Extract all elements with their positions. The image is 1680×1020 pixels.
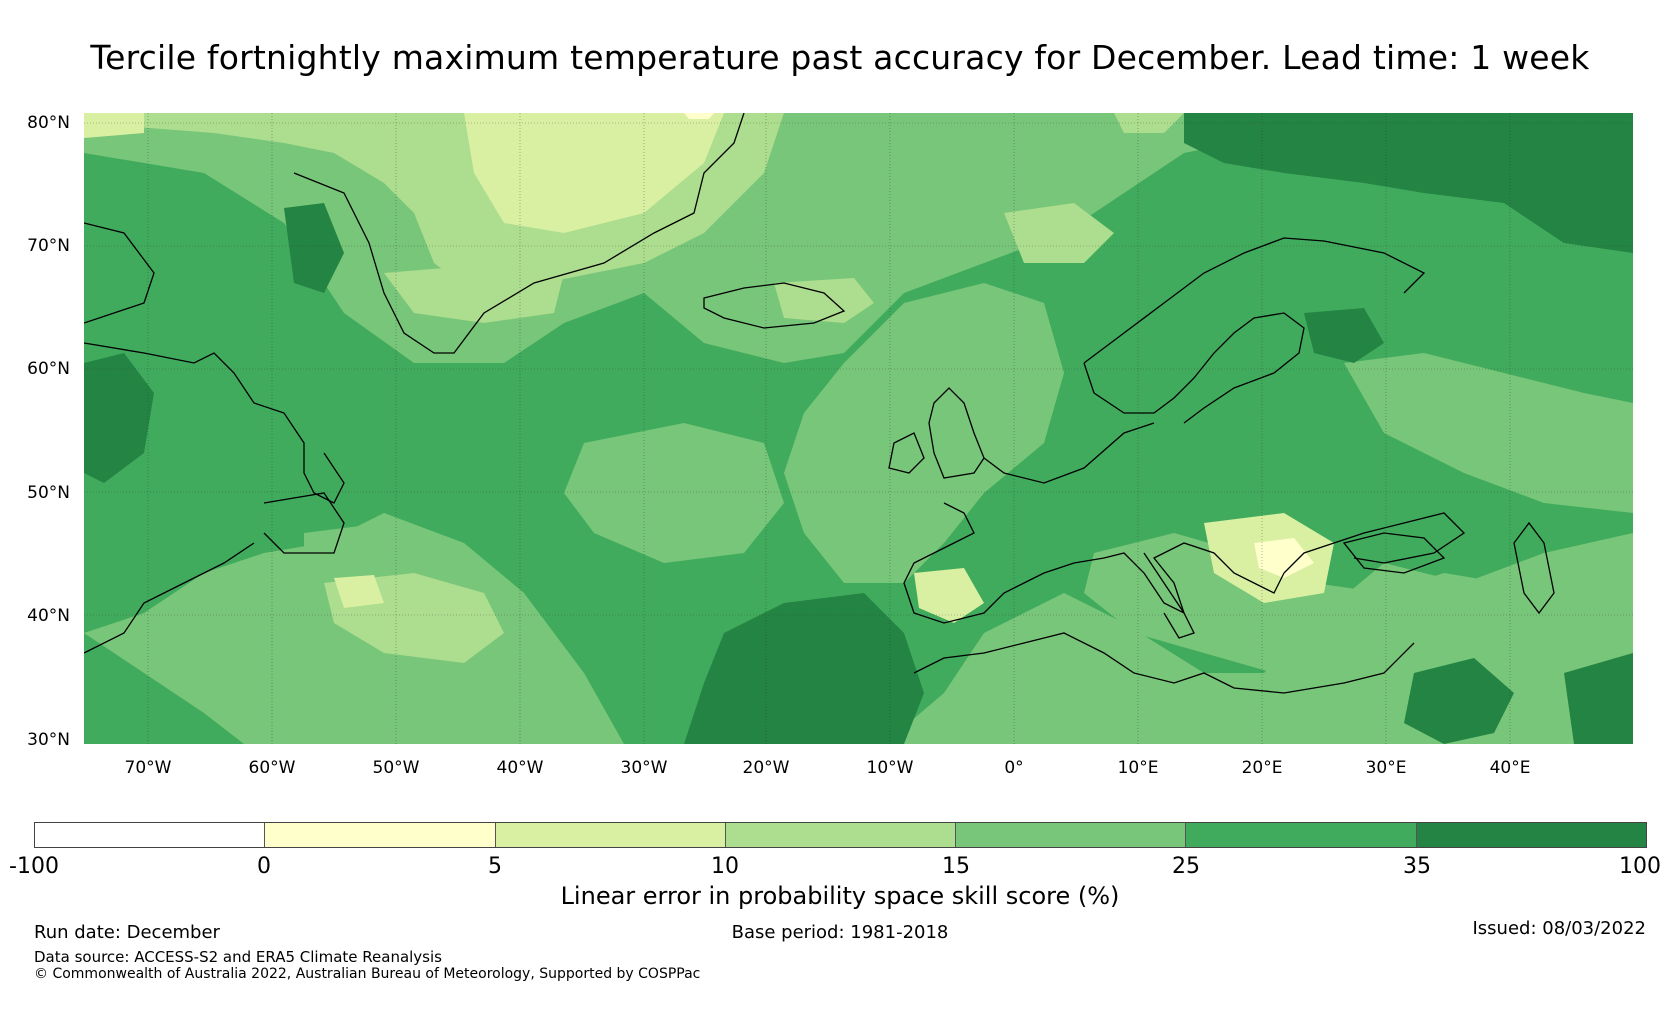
lon-label-40w: 40°W	[496, 758, 544, 778]
map-svg	[84, 113, 1633, 744]
lon-label-50w: 50°W	[372, 758, 420, 778]
lon-label-20e: 20°E	[1241, 758, 1283, 778]
lon-label-30e: 30°E	[1365, 758, 1407, 778]
colorbar-tick: 15	[942, 854, 970, 879]
colorbar-swatch-5	[1186, 823, 1417, 847]
lon-label-10e: 10°E	[1117, 758, 1159, 778]
map-title: Tercile fortnightly maximum temperature …	[90, 38, 1590, 77]
copyright: © Commonwealth of Australia 2022, Austra…	[34, 966, 701, 982]
lon-label-30w: 30°W	[620, 758, 668, 778]
colorbar-tick: 100	[1619, 854, 1661, 879]
colorbar-swatch-0	[35, 823, 266, 847]
lat-label-50n: 50°N	[27, 483, 70, 503]
lat-label-30n: 30°N	[27, 730, 70, 750]
colorbar-tick: 0	[257, 854, 271, 879]
lon-label-20w: 20°W	[742, 758, 790, 778]
colorbar	[34, 822, 1647, 848]
run-date: Run date: December	[34, 922, 220, 943]
colorbar-tick: -100	[9, 854, 59, 879]
base-period: Base period: 1981-2018	[731, 922, 949, 943]
lon-label-10w: 10°W	[866, 758, 914, 778]
colorbar-swatch-3	[725, 823, 957, 847]
skill-0-5-regions	[684, 113, 1314, 578]
colorbar-swatch-6	[1416, 823, 1646, 847]
graticule	[84, 113, 1633, 744]
colorbar-swatch-2	[495, 823, 726, 847]
lat-label-40n: 40°N	[27, 606, 70, 626]
lon-label-70w: 70°W	[124, 758, 172, 778]
skill-score-map	[84, 113, 1633, 744]
colorbar-swatch-1	[265, 823, 496, 847]
lat-label-80n: 80°N	[27, 113, 70, 133]
lat-label-60n: 60°N	[27, 359, 70, 379]
colorbar-label: Linear error in probability space skill …	[560, 882, 1120, 910]
lat-label-70n: 70°N	[27, 236, 70, 256]
lon-label-40e: 40°E	[1489, 758, 1531, 778]
colorbar-tick: 5	[488, 854, 502, 879]
colorbar-tick: 35	[1403, 854, 1431, 879]
data-source: Data source: ACCESS-S2 and ERA5 Climate …	[34, 948, 442, 966]
colorbar-swatch-4	[956, 823, 1187, 847]
colorbar-tick: 10	[711, 854, 739, 879]
issued-date: Issued: 08/03/2022	[1472, 918, 1646, 939]
lon-label-60w: 60°W	[248, 758, 296, 778]
skill-35-100-regions	[84, 113, 1633, 744]
skill-15-25-patches	[304, 283, 1633, 713]
coastlines	[84, 113, 1555, 694]
lon-label-0: 0°	[1004, 758, 1024, 778]
colorbar-tick: 25	[1172, 854, 1200, 879]
